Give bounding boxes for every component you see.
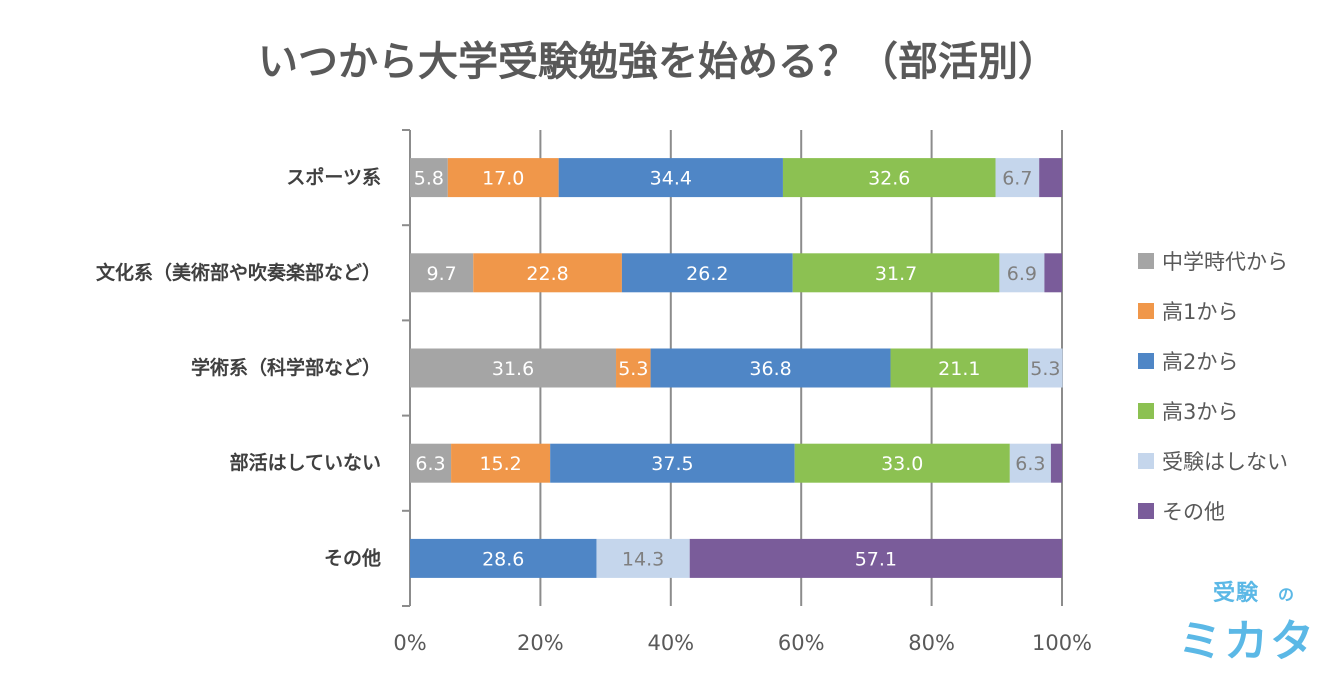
- category-label: スポーツ系: [286, 166, 381, 189]
- legend-swatch: [1138, 503, 1154, 519]
- bar-segment: [995, 158, 1040, 198]
- bar-segment: [616, 348, 651, 388]
- legend-label: 高2から: [1162, 350, 1238, 374]
- data-label: 5.3: [1030, 358, 1060, 380]
- legend-label: 高1から: [1162, 300, 1238, 324]
- x-tick-label: 100%: [1032, 631, 1092, 655]
- data-label: 6.3: [1015, 453, 1045, 475]
- logo-text-main: 受験: [1213, 580, 1259, 606]
- category-label: その他: [324, 546, 381, 569]
- data-label: 36.8: [749, 358, 791, 380]
- x-tick-label: 40%: [647, 631, 694, 655]
- data-label: 6.7: [1002, 168, 1032, 190]
- data-label: 31.7: [875, 263, 917, 285]
- legend-swatch: [1138, 303, 1154, 319]
- bar-segment: [1044, 253, 1062, 293]
- category-label: 部活はしていない: [230, 451, 381, 474]
- bar-segment: [558, 158, 783, 198]
- bar-segment: [1009, 443, 1051, 483]
- legend-label: 高3から: [1162, 400, 1238, 424]
- legend-swatch: [1138, 453, 1154, 469]
- data-label: 33.0: [881, 453, 923, 475]
- bars: 5.8 17.0 34.4 32.6 6.7 9.7 22.8 26.2 31.7 6.9 31.6…: [410, 158, 1063, 578]
- category-label: 文化系（美術部や吹奏楽部など）: [96, 261, 381, 284]
- data-label: 9.7: [427, 263, 457, 285]
- data-label: 17.0: [482, 168, 524, 190]
- bar-segment: [689, 538, 1062, 578]
- data-label: 28.6: [482, 548, 524, 570]
- data-label: 14.3: [622, 548, 664, 570]
- x-tick-label: 80%: [908, 631, 955, 655]
- data-label: 22.8: [526, 263, 568, 285]
- bar-segment: [792, 253, 1000, 293]
- data-label: 57.1: [855, 548, 897, 570]
- chart-title: いつから大学受験勉強を始める？（部活別）: [258, 39, 1058, 85]
- bar-segment: [890, 348, 1029, 388]
- bar-segment: [1028, 348, 1063, 388]
- x-tick-label: 60%: [778, 631, 825, 655]
- bar-segment: [410, 348, 617, 388]
- bar-segment: [999, 253, 1045, 293]
- data-label: 15.2: [479, 453, 521, 475]
- data-label: 37.5: [651, 453, 693, 475]
- logo-text-sub: ミカタ: [1178, 616, 1316, 667]
- bar-segment: [410, 253, 474, 293]
- legend-swatch: [1138, 353, 1154, 369]
- data-label: 31.6: [492, 358, 534, 380]
- bar-segment: [1050, 443, 1062, 483]
- category-label: 学術系（科学部など）: [191, 356, 381, 379]
- bar-segment: [473, 253, 622, 293]
- legend-swatch: [1138, 253, 1154, 269]
- data-label: 32.6: [868, 168, 910, 190]
- logo: 受験 の ミカタ: [1178, 580, 1316, 667]
- bar-segment: [650, 348, 891, 388]
- data-label: 6.3: [415, 453, 445, 475]
- bar-segment: [410, 538, 597, 578]
- bar-segment: [621, 253, 793, 293]
- bar-segment: [410, 443, 452, 483]
- x-tick-labels: 0% 20% 40% 60% 80% 100%: [393, 631, 1092, 655]
- data-label: 34.4: [650, 168, 692, 190]
- bar-segment: [794, 443, 1010, 483]
- legend-label: その他: [1162, 500, 1225, 524]
- data-label: 21.1: [938, 358, 980, 380]
- bar-segment: [410, 158, 448, 198]
- data-label: 5.3: [618, 358, 648, 380]
- data-label: 26.2: [686, 263, 728, 285]
- bar-segment: [550, 443, 795, 483]
- x-tick-label: 0%: [393, 631, 426, 655]
- bar-segment: [447, 158, 559, 198]
- legend-swatch: [1138, 403, 1154, 419]
- data-label: 6.9: [1007, 263, 1037, 285]
- legend-label: 中学時代から: [1162, 250, 1288, 274]
- bar-segment: [1039, 158, 1062, 198]
- bar-segment: [782, 158, 996, 198]
- bar-segment: [451, 443, 551, 483]
- data-label: 5.8: [414, 168, 444, 190]
- bar-segment: [596, 538, 690, 578]
- legend-label: 受験はしない: [1162, 450, 1288, 474]
- logo-text-small: の: [1278, 585, 1294, 604]
- x-tick-label: 20%: [517, 631, 564, 655]
